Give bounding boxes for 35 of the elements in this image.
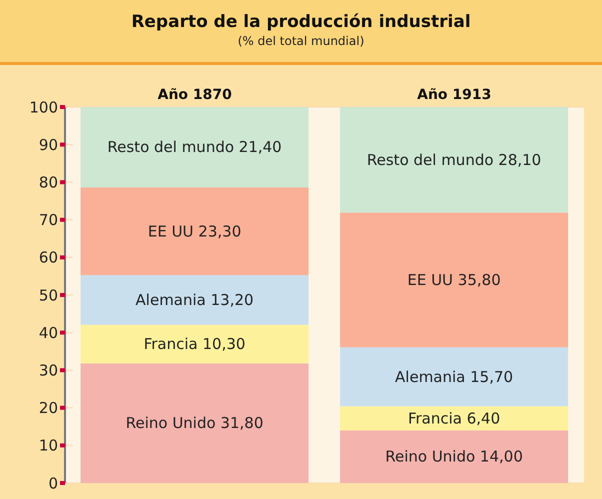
bar [340,212,568,348]
y-tick-label: 90 [38,136,58,154]
y-tick-label: 10 [38,436,58,455]
chart-title: Reparto de la producción industrial [130,11,472,32]
text: Alemania 13,20 [136,290,254,309]
bar [340,430,568,483]
bar [80,107,309,188]
bar [340,406,568,430]
y-tick-label: 70 [38,211,58,230]
y-tick-label: 60 [38,248,58,267]
text: Alemania 15,70 [395,368,514,386]
text: Resto del mundo 28,10 [366,150,542,169]
bar [80,363,309,483]
y-tick-label: 40 [38,324,58,342]
bar [80,324,309,364]
text: Resto del mundo 21,40 [107,138,282,156]
y-tick-label: 100 [29,98,58,116]
y-tick-label: 20 [38,399,58,418]
text: Francia 6,40 [408,409,500,428]
text: Reino Unido 31,80 [126,414,264,432]
x-tick-label: Año 1913 [417,87,492,103]
bar [80,275,309,325]
y-tick-label: 80 [38,174,58,192]
text: EE UU 35,80 [407,270,501,289]
bar [80,187,309,276]
x-tick-label: Año 1870 [158,87,232,103]
bar [340,347,568,406]
bar [340,107,568,213]
y-tick-label: 0 [48,474,58,492]
text: Reino Unido 14,00 [385,448,523,466]
y-tick-label: 50 [38,286,58,304]
text: Francia 10,30 [144,335,246,354]
y-tick-label: 30 [38,362,58,380]
text: EE UU 23,30 [148,222,242,240]
chart-subtitle: (% del total mundial) [236,34,366,48]
